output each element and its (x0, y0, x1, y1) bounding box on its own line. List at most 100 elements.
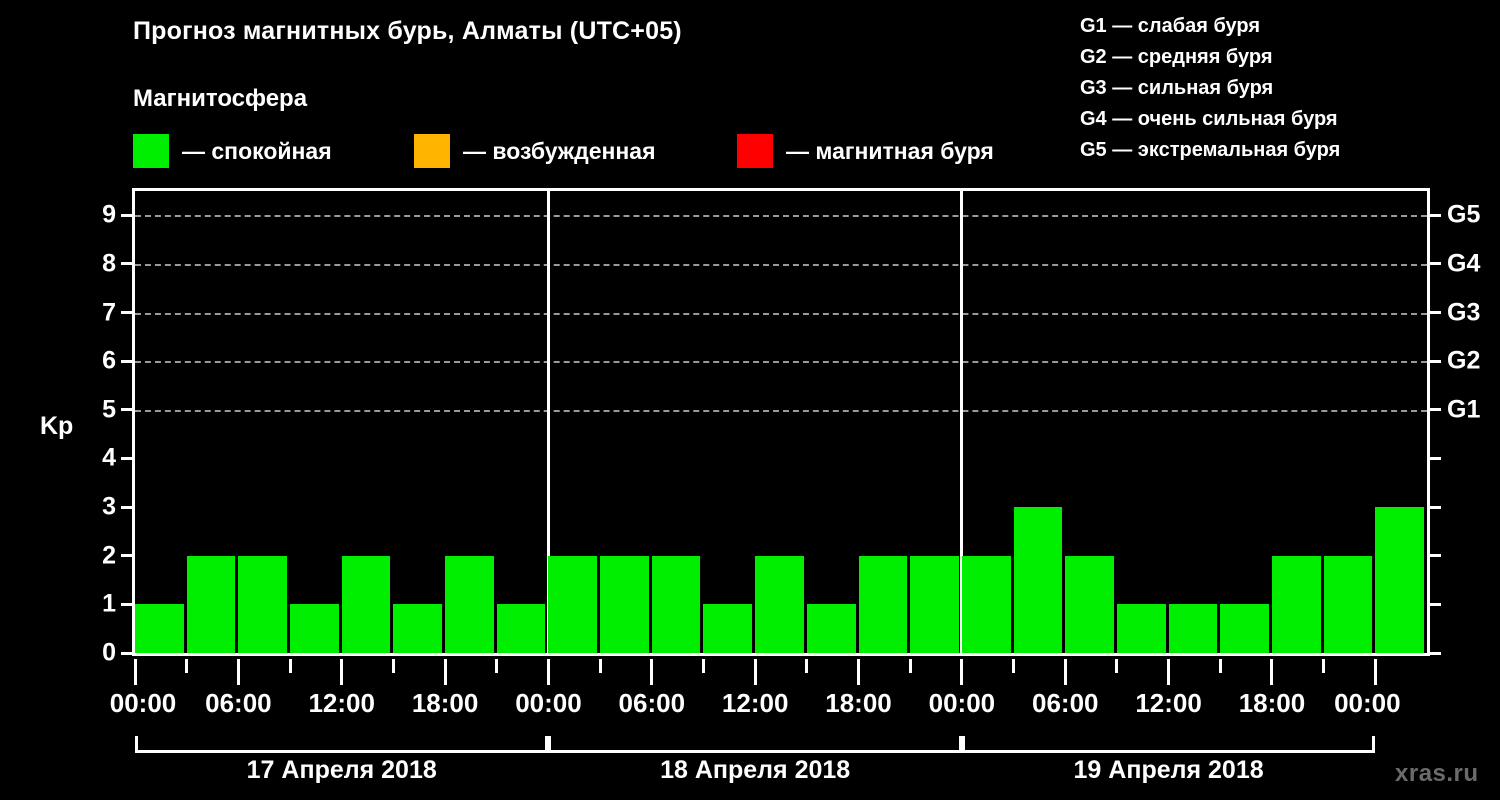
g-scale-code: G1 (1080, 15, 1107, 37)
x-tick-label-12h: 12:00 (308, 688, 375, 718)
y-tick-2 (121, 554, 132, 558)
legend-storm-label: — магнитная буря (786, 137, 994, 164)
g-axis-tick-kp-1 (1430, 602, 1441, 606)
g-axis-tick-G3 (1430, 311, 1441, 315)
gridline-kp-9 (135, 215, 1427, 218)
secondary-axis-ticks (1430, 188, 1441, 656)
x-tick-label-0h: 00:00 (109, 688, 177, 718)
x-tick-major-42h (857, 659, 861, 685)
g-scale-item-g1: G1 — слабая буря (1080, 11, 1340, 42)
bar (806, 604, 856, 653)
bar (548, 555, 598, 653)
x-tick-minor-57h (1115, 659, 1119, 673)
x-axis-tick-labels: 00:00 06:00 12:00 18:00 00:00 06:00 12:00 18:00… (0, 688, 1500, 722)
y-axis-label: Kp (40, 412, 74, 440)
x-tick-minor-69h (1322, 659, 1326, 673)
x-tick-label-36h: 12:00 (721, 688, 789, 718)
bar (858, 555, 908, 653)
date-label: 17 Апреля 2018 (246, 756, 437, 784)
plot-area (132, 188, 1430, 656)
magnetosphere-heading: Магнитосфера (133, 85, 308, 112)
legend-storm-swatch (737, 134, 773, 168)
y-tick-0 (121, 651, 132, 655)
date-bracket-row: 17 Апреля 2018 18 Апреля 2018 19 Апреля 20… (132, 736, 1430, 794)
bar (1323, 555, 1373, 653)
y-tick-9 (121, 213, 132, 217)
y-tick-3 (121, 505, 132, 509)
g-axis-tick-kp-2 (1430, 554, 1441, 558)
page-title: Прогноз магнитных бурь, Алматы (UTC+05) (133, 17, 682, 45)
x-tick-label-66h: 18:00 (1238, 688, 1306, 718)
legend-calm-swatch (133, 134, 169, 168)
y-tick-label-4: 4 (102, 443, 116, 472)
x-tick-label-30h: 06:00 (618, 688, 686, 718)
plot-inner (135, 191, 1427, 653)
y-tick-7 (121, 311, 132, 315)
g-axis-label-G2: G2 (1447, 346, 1481, 375)
y-tick-label-5: 5 (102, 395, 116, 424)
bar (1065, 555, 1114, 653)
bar (1220, 604, 1269, 653)
g-scale-desc: — средняя буря (1106, 46, 1273, 68)
x-tick-label-72h: 00:00 (1334, 688, 1401, 718)
g-scale-desc: — экстремальная буря (1106, 139, 1341, 161)
bar (651, 555, 701, 653)
y-axis-ticks (121, 188, 132, 656)
x-tick-minor-63h (1218, 659, 1222, 673)
bar (445, 555, 494, 653)
day-separator-48h (960, 191, 964, 653)
g-scale-desc: — сильная буря (1106, 77, 1274, 99)
g-scale-item-g2: G2 — средняя буря (1080, 42, 1340, 73)
g-scale-item-g4: G4 — очень сильная буря (1080, 104, 1340, 135)
x-axis-ticks (132, 659, 1430, 685)
date-bracket (548, 736, 962, 753)
x-tick-major-36h (753, 659, 757, 685)
x-tick-label-18h: 18:00 (411, 688, 479, 718)
g-axis-tick-G5 (1430, 213, 1441, 217)
x-tick-minor-27h (598, 659, 602, 673)
g-axis-tick-kp-0 (1430, 651, 1441, 655)
bar (910, 555, 959, 653)
y-tick-1 (121, 602, 132, 606)
x-tick-label-24h: 00:00 (515, 688, 582, 718)
x-tick-minor-21h (495, 659, 499, 673)
y-tick-label-8: 8 (102, 249, 116, 278)
x-tick-major-66h (1270, 659, 1274, 685)
x-tick-label-42h: 18:00 (825, 688, 892, 718)
x-tick-label-60h: 12:00 (1135, 688, 1202, 718)
y-tick-label-6: 6 (102, 346, 116, 375)
x-tick-minor-51h (1012, 659, 1016, 673)
y-axis-tick-labels: 0 1 2 3 4 5 6 7 8 9 (60, 188, 116, 667)
g-scale-code: G4 (1080, 108, 1107, 130)
gridline-kp-7 (135, 312, 1427, 315)
g-axis-label-G5: G5 (1447, 200, 1481, 229)
legend-unsettled: — возбужденная (414, 132, 656, 170)
y-tick-label-2: 2 (102, 541, 116, 570)
y-tick-label-0: 0 (102, 638, 116, 667)
g-axis-tick-kp-3 (1430, 505, 1441, 509)
x-tick-minor-45h (908, 659, 912, 673)
g-scale-code: G2 (1080, 46, 1107, 68)
day-separator-24h (546, 191, 550, 653)
y-tick-label-3: 3 (102, 492, 116, 521)
magnetosphere-legend: — спокойная — возбужденная — магнитная бур… (133, 132, 1033, 170)
x-tick-minor-33h (701, 659, 705, 673)
gridline-kp-5 (135, 409, 1427, 412)
x-tick-minor-39h (805, 659, 809, 673)
legend-calm-label: — спокойная (182, 137, 332, 164)
x-tick-minor-9h (288, 659, 292, 673)
g-scale-item-g5: G5 — экстремальная буря (1080, 135, 1340, 166)
bar (1013, 507, 1063, 653)
bar (135, 604, 184, 653)
x-tick-major-48h (960, 659, 964, 685)
y-tick-6 (121, 359, 132, 363)
x-tick-major-72h (1373, 659, 1377, 685)
bar (1375, 507, 1424, 653)
bar (393, 604, 443, 653)
g-scale-code: G3 (1080, 77, 1107, 99)
bar (755, 555, 804, 653)
x-tick-major-12h (340, 659, 344, 685)
g-axis-label-G1: G1 (1447, 395, 1481, 424)
x-tick-major-24h (546, 659, 550, 685)
x-tick-major-54h (1063, 659, 1067, 685)
